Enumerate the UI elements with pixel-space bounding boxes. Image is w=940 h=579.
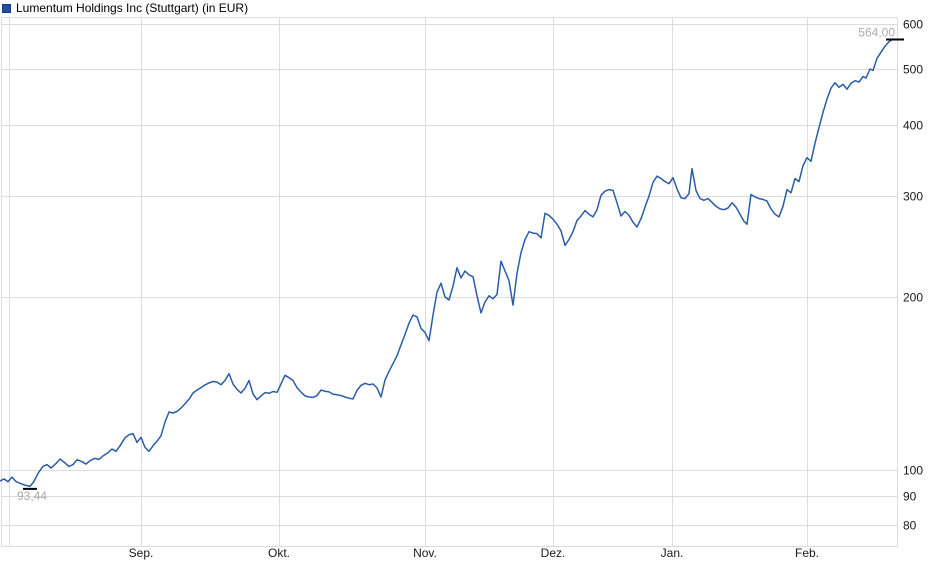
y-axis-label: 80 (903, 519, 917, 533)
y-axis-label: 100 (903, 464, 923, 478)
x-axis-label: Dez. (541, 546, 566, 560)
y-axis-label: 200 (903, 291, 923, 305)
x-axis-label: Jan. (661, 546, 684, 560)
y-axis-label: 90 (903, 490, 917, 504)
low-value-label: 93,44 (17, 489, 47, 503)
x-axis-label: Sep. (129, 546, 154, 560)
price-line (0, 38, 894, 488)
y-axis-label: 600 (903, 18, 923, 32)
x-axis-label: Feb. (795, 546, 819, 560)
y-axis-label: 400 (903, 119, 923, 133)
x-axis-label: Okt. (268, 546, 290, 560)
y-axis-label: 500 (903, 63, 923, 77)
chart-title: Lumentum Holdings Inc (Stuttgart) (in EU… (16, 1, 249, 15)
last-value-label: 564,00 (858, 26, 895, 40)
legend-series-marker-icon (2, 3, 11, 13)
y-axis-label: 300 (903, 190, 923, 204)
x-axis-label: Nov. (413, 546, 437, 560)
chart-legend: Lumentum Holdings Inc (Stuttgart) (in EU… (2, 1, 248, 15)
